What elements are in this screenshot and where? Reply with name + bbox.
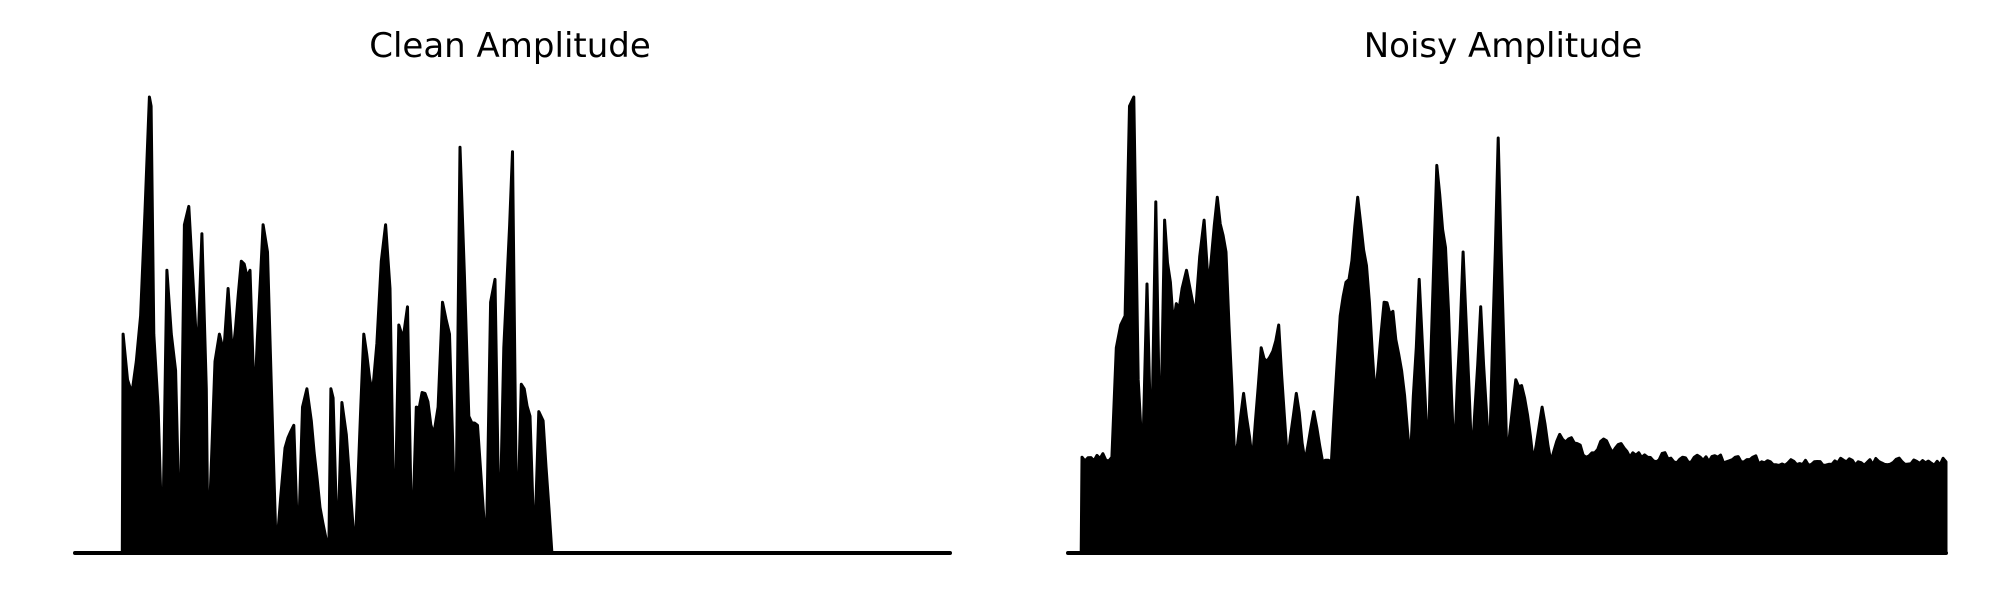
clean-amplitude-plot: [73, 95, 952, 555]
clean-amplitude-panel: Clean Amplitude: [73, 26, 952, 555]
noisy-amplitude-panel: Noisy Amplitude: [1066, 26, 1948, 555]
amplitude-area-series: [75, 95, 948, 555]
amplitude-area-series: [1066, 95, 1948, 555]
chart-title-clean: Clean Amplitude: [369, 26, 651, 66]
chart-title-noisy: Noisy Amplitude: [1364, 26, 1643, 66]
noisy-amplitude-plot: [1066, 95, 1948, 555]
